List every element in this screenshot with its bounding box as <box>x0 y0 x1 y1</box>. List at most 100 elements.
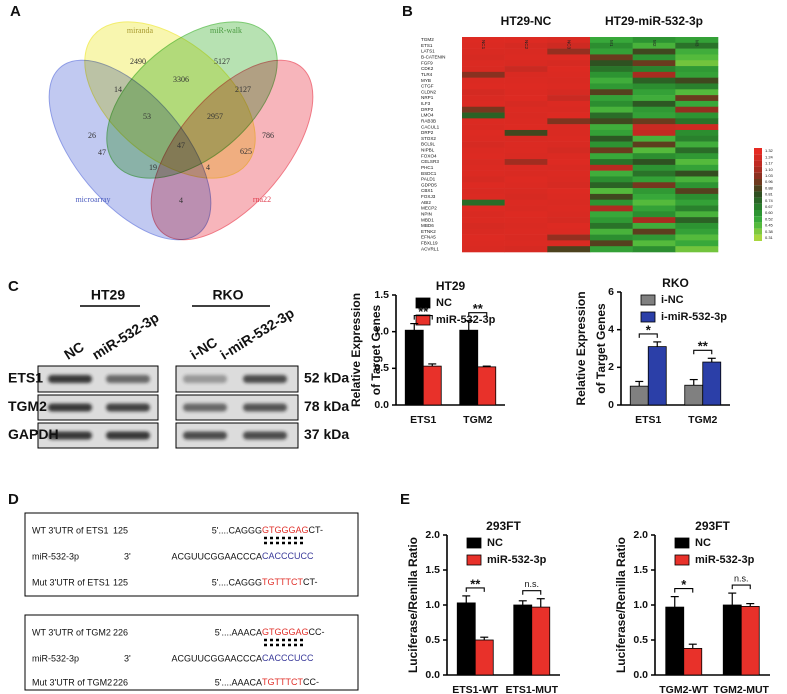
colorbar-swatch <box>754 228 762 235</box>
heatmap-cell <box>632 240 676 247</box>
heatmap-cell <box>462 193 505 201</box>
colorbar-label: 0.88 <box>765 185 774 190</box>
heatmap-cell <box>547 170 591 177</box>
significance-bracket <box>468 312 488 317</box>
heatmap-cell <box>590 199 633 206</box>
colorbar-swatch <box>754 166 762 173</box>
sequence-prefix: 5'....AAACA <box>215 627 262 637</box>
heatmap-cell <box>462 106 505 113</box>
heatmap-cell <box>504 205 548 212</box>
colorbar-label: 0.74 <box>765 198 774 203</box>
heatmap-cell <box>547 129 591 137</box>
error-bar <box>428 363 437 367</box>
colorbar-label: 0.96 <box>765 179 774 184</box>
y-axis-label: Luciferase/Renilla Ratio <box>406 537 420 673</box>
heatmap-cell <box>504 106 548 113</box>
heatmap-cell <box>675 71 719 78</box>
heatmap-cell <box>590 54 633 61</box>
sequence-prefix: ACGUUCGGAACCCA <box>171 551 262 561</box>
heatmap-cell <box>675 159 719 166</box>
colorbar-swatch <box>754 148 762 155</box>
heatmap-cell <box>547 66 591 73</box>
bar <box>459 329 479 406</box>
legend-label: NC <box>695 537 711 549</box>
heatmap-cell <box>462 37 505 44</box>
group-label: RKO <box>212 287 243 303</box>
heatmap-cell <box>462 124 505 131</box>
heatmap-cell <box>632 89 676 96</box>
legend-swatch <box>674 554 690 566</box>
heatmap-cell <box>504 240 548 247</box>
sequence-label: Mut 3'UTR of TGM2 <box>32 677 112 687</box>
venn-count: 2490 <box>130 57 146 66</box>
venn-count: 3306 <box>173 75 189 84</box>
error-bar <box>688 643 697 649</box>
significance-bracket <box>731 584 751 590</box>
heatmap-cell <box>675 112 719 119</box>
heatmap-cell <box>547 222 591 230</box>
sequence-label: miR-532-3p <box>32 551 79 561</box>
sequence-label: WT 3'UTR of TGM2 <box>32 627 111 637</box>
y-tick-label: 2.0 <box>633 529 648 541</box>
row-label: CTGF <box>421 84 434 89</box>
legend-swatch <box>674 537 690 549</box>
group-label: HT29-NC <box>501 14 552 28</box>
heatmap-cell <box>504 222 548 230</box>
heatmap-cell <box>547 37 591 44</box>
heatmap-cell <box>675 48 719 55</box>
heatmap-cell <box>504 112 548 119</box>
heatmap-cell <box>590 118 633 125</box>
y-tick-label: 4 <box>608 323 614 335</box>
sequence-highlight: CACCCUCC <box>262 551 314 561</box>
heatmap-cell <box>632 176 676 183</box>
sequence-label: WT 3'UTR of ETS1 <box>32 525 109 535</box>
heatmap-cell <box>675 211 719 218</box>
blot-band <box>106 403 150 412</box>
sequence-tail: CT- <box>303 577 318 587</box>
heatmap-cell <box>504 95 548 102</box>
heatmap-cell <box>504 199 548 206</box>
heatmap-cell <box>675 240 719 247</box>
heatmap-cell <box>547 95 591 102</box>
heatmap-cell <box>590 182 633 189</box>
legend-swatch <box>640 311 656 323</box>
colorbar-label: 1.10 <box>765 167 774 172</box>
heatmap-cell <box>632 106 676 113</box>
colorbar-swatch <box>754 160 762 167</box>
colorbar-swatch <box>754 185 762 192</box>
error-bar <box>482 365 491 367</box>
colorbar-swatch <box>754 191 762 198</box>
significance-label: * <box>646 322 652 337</box>
heatmap-cell <box>590 106 633 113</box>
significance-label: n.s. <box>734 573 749 583</box>
legend-swatch <box>466 537 482 549</box>
protein-label: GAPDH <box>8 426 59 442</box>
legend-label: NC <box>436 297 452 309</box>
error-bar <box>464 320 473 331</box>
heatmap-cell <box>504 228 548 235</box>
x-tick-label: ETS1 <box>635 414 661 426</box>
chart-title: 293FT <box>695 519 730 533</box>
heatmap-cell <box>632 129 676 137</box>
size-label: 52 kDa <box>304 370 349 386</box>
heatmap-cell <box>547 100 591 108</box>
error-bar <box>707 357 716 363</box>
heatmap-cell <box>675 89 719 96</box>
colorbar-swatch <box>754 210 762 217</box>
row-label: BSDC1 <box>421 171 437 176</box>
heatmap-cell <box>504 217 548 224</box>
venn-count: 53 <box>143 112 151 121</box>
y-axis-label: of Target Genes <box>594 303 608 394</box>
error-bar <box>635 380 644 387</box>
heatmap-cell <box>675 188 719 195</box>
heatmap-cell <box>632 141 676 148</box>
sequence-site: GTGGGAGCT- <box>262 525 323 535</box>
heatmap-cell <box>547 234 591 241</box>
row-label: GDPD5 <box>421 182 437 187</box>
colorbar-swatch <box>754 154 762 161</box>
heatmap-cell <box>632 205 676 212</box>
row-label: LMO4 <box>421 113 434 118</box>
panel-label: A <box>10 3 21 20</box>
heatmap-cell <box>632 66 676 73</box>
heatmap-cell <box>504 124 548 131</box>
